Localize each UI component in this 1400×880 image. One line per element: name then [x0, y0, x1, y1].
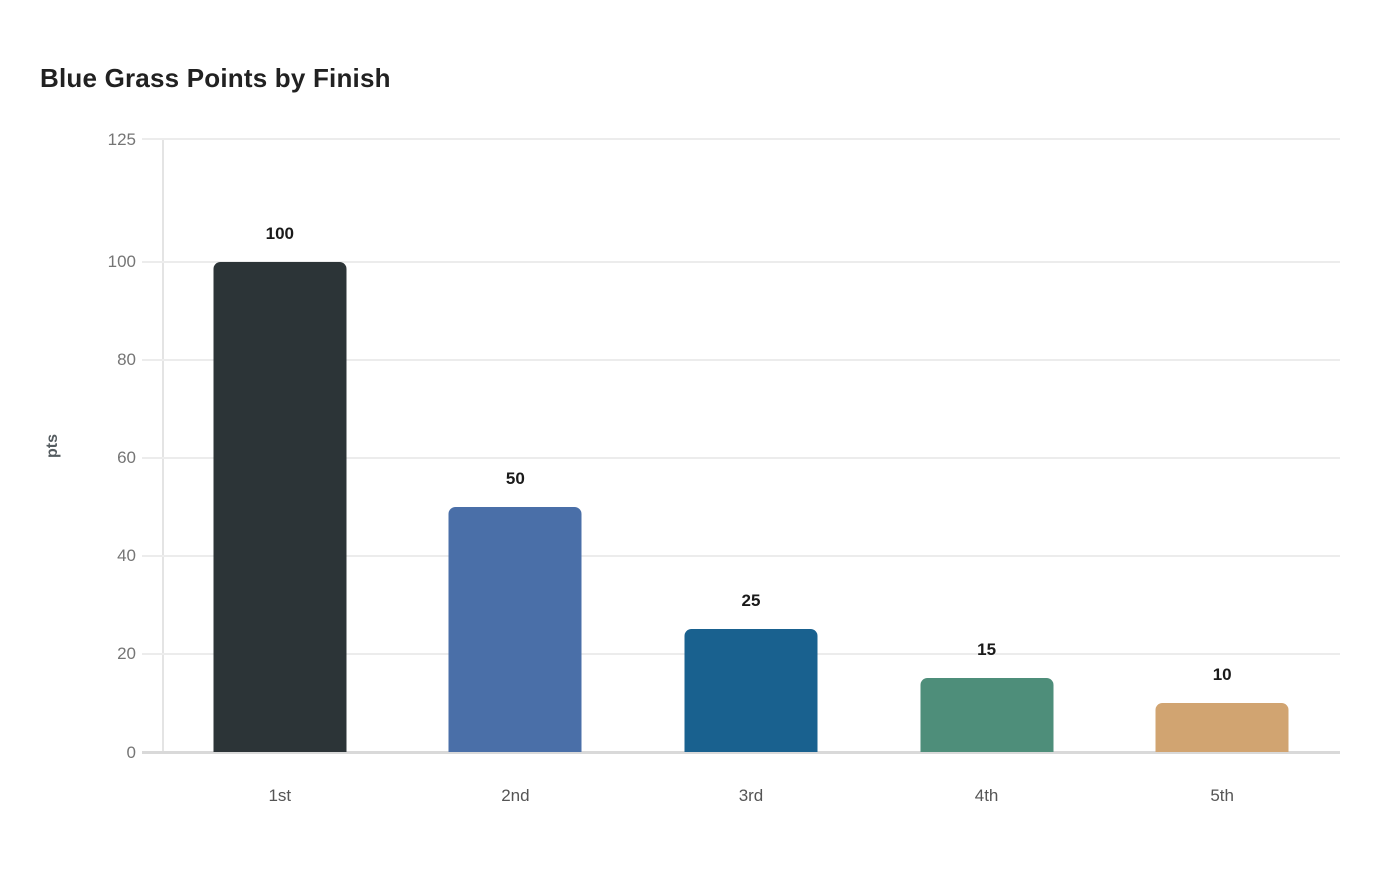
gridline-y-60 — [142, 456, 1340, 459]
y-axis-tick-labels: 0 20 40 60 80 100 125 — [0, 131, 136, 761]
y-tick-label-125: 125 — [107, 129, 136, 149]
x-tick-label-2nd: 2nd — [501, 786, 530, 805]
y-tick-label-60: 60 — [117, 448, 136, 468]
bar-2nd — [448, 506, 582, 752]
bar-slot-5th: 10 — [1104, 139, 1340, 752]
gridline-y-80 — [142, 358, 1340, 361]
bar-5th — [1155, 702, 1289, 752]
bar-slot-2nd: 50 — [398, 139, 634, 752]
bar-slot-3rd: 25 — [633, 139, 869, 752]
bar-value-label-3rd: 25 — [741, 591, 761, 611]
x-tick-label-3rd: 3rd — [738, 786, 764, 805]
bar-4th — [920, 678, 1054, 752]
bar-value-label-5th: 10 — [1212, 664, 1232, 684]
x-tick-label-5th: 5th — [1210, 786, 1234, 805]
bar-slot-1st: 100 — [162, 139, 398, 752]
gridline-y-0 — [142, 751, 1340, 754]
bar-3rd — [684, 629, 818, 752]
gridline-y-40 — [142, 554, 1340, 557]
y-tick-label-100: 100 — [107, 252, 136, 272]
chart-title: Blue Grass Points by Finish — [40, 63, 391, 93]
y-tick-label-40: 40 — [117, 546, 136, 566]
bar-value-label-4th: 15 — [977, 640, 997, 660]
gridline-y-100 — [142, 260, 1340, 263]
gridline-y-125 — [142, 138, 1340, 140]
bar-value-label-1st: 100 — [265, 223, 294, 243]
y-axis-spine — [162, 139, 164, 752]
x-tick-label-1st: 1st — [268, 786, 292, 805]
bar-value-label-2nd: 50 — [505, 468, 525, 488]
y-tick-label-20: 20 — [117, 644, 136, 664]
y-tick-label-0: 0 — [126, 742, 136, 762]
plot-area: 100 50 25 15 10 — [142, 138, 1340, 754]
x-axis-tick-labels: 1st 2nd 3rd 4th 5th — [162, 786, 1340, 806]
bar-1st — [213, 261, 347, 752]
y-tick-label-80: 80 — [117, 350, 136, 370]
bar-slot-4th: 15 — [869, 139, 1105, 752]
x-tick-label-4th: 4th — [974, 786, 999, 805]
